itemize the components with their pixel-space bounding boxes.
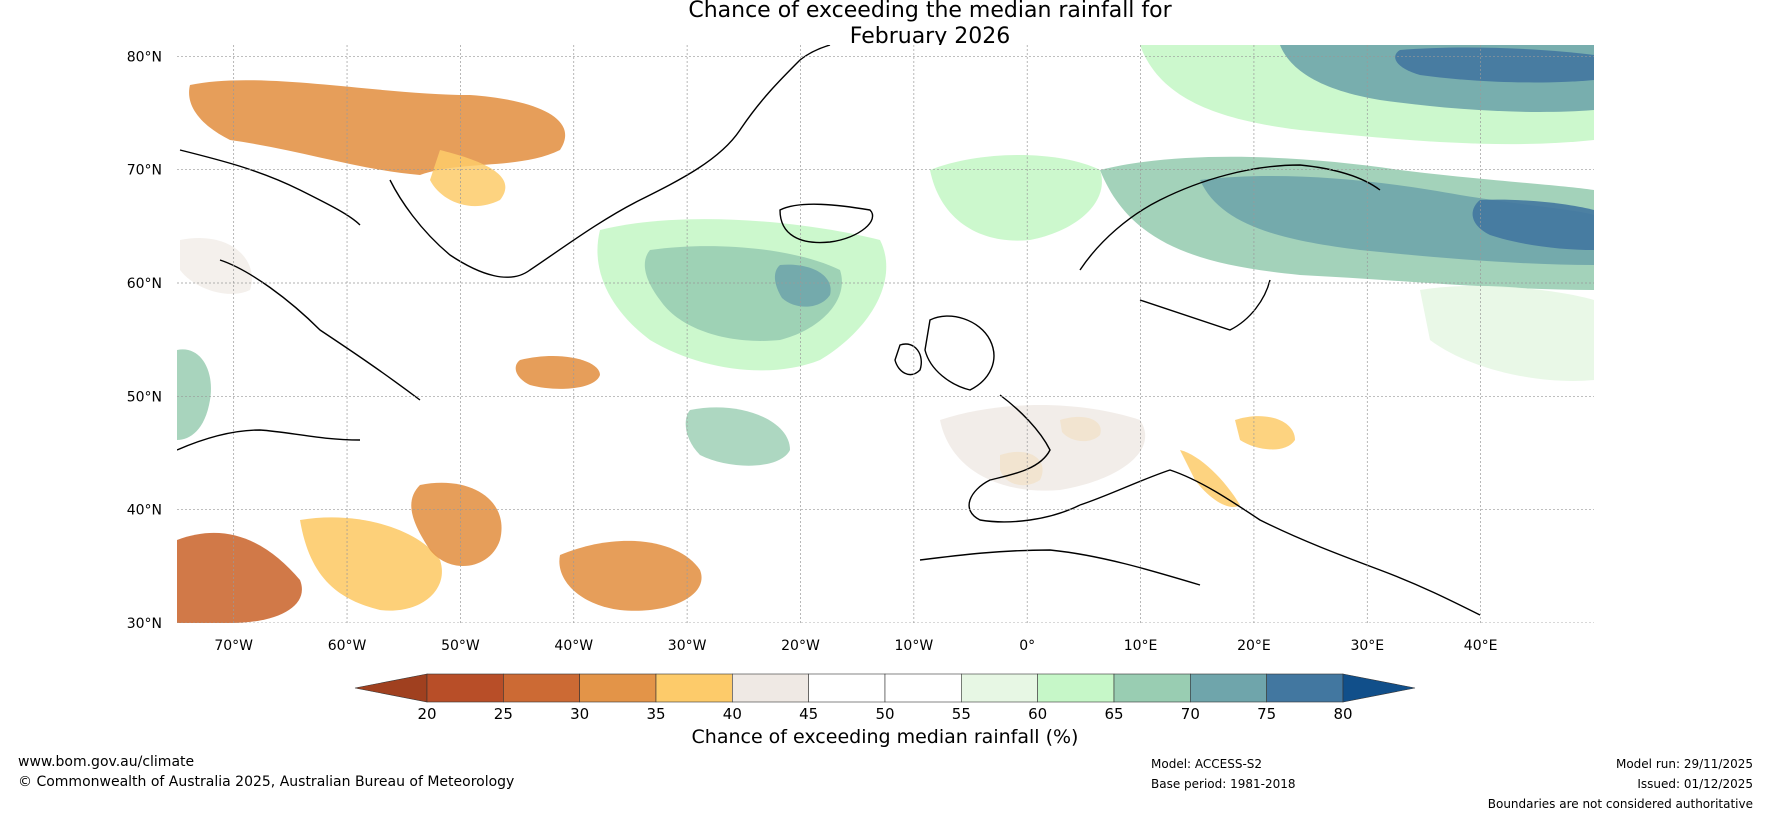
colorbar-swatch: [426, 673, 504, 703]
patch-norwegian-sea-wet: [930, 155, 1102, 241]
lon-label: 70°W: [214, 638, 253, 654]
coast-baltic: [1139, 279, 1271, 331]
title-line-2: February 2026: [849, 24, 1011, 49]
patch-mid-atlantic-dry: [515, 355, 600, 389]
coast-british-isles: [924, 315, 995, 391]
title-line-1: Chance of exceeding the median rainfall …: [688, 0, 1172, 23]
footer-website: www.bom.gov.au/climate: [18, 754, 195, 770]
colorbar-tick-label: 60: [1028, 705, 1047, 723]
patch-baffin-dry: [189, 80, 566, 175]
colorbar-swatch: [503, 673, 580, 703]
map-title: Chance of exceeding the median rainfall …: [0, 0, 1770, 50]
patch-hungary-dry: [1235, 416, 1295, 450]
lon-label: 40°W: [554, 638, 593, 654]
patch-grey-atlantic: [180, 238, 252, 294]
coast-baffin: [179, 149, 361, 226]
coast-north-africa: [919, 549, 1201, 586]
patch-east-europe-light: [1420, 285, 1594, 381]
lon-label: 60°W: [328, 638, 367, 654]
colorbar-tick-label: 45: [799, 705, 818, 723]
colorbar-swatch: [1190, 673, 1267, 703]
patch-scandinavia-core: [1472, 199, 1594, 250]
lon-label: 30°W: [668, 638, 707, 654]
colorbar-swatch: [884, 673, 962, 703]
colorbar-swatch: [961, 673, 1038, 703]
graticule: [177, 45, 1594, 623]
colorbar-tick-label: 30: [570, 705, 589, 723]
patch-north-atlantic-core: [774, 264, 831, 307]
colorbar-tick-label: 75: [1257, 705, 1276, 723]
coast-ireland: [894, 343, 922, 376]
patch-scandinavia-wetter: [1200, 175, 1594, 265]
lat-label: 50°N: [127, 389, 162, 405]
footer-issued: Issued: 01/12/2025: [1637, 777, 1753, 791]
colorbar-tick-label: 20: [417, 705, 436, 723]
coast-mediterranean: [1079, 469, 1481, 616]
patch-arctic-core: [1395, 47, 1594, 83]
patch-subtropic-central-dry: [411, 482, 502, 567]
colorbar-swatch: [1266, 673, 1344, 703]
lat-label: 40°N: [127, 503, 162, 519]
lon-label: 20°E: [1237, 638, 1271, 654]
patch-subtropic-west-yellow: [300, 517, 442, 611]
colorbar: 20 25 30 35 40 45 50 55 60 65 70 75 80: [354, 673, 1416, 723]
lon-label: 30°E: [1350, 638, 1384, 654]
coast-labrador: [219, 259, 421, 401]
colorbar-tick-label: 40: [723, 705, 742, 723]
colorbar-tick-label: 55: [952, 705, 971, 723]
lon-label: 20°W: [781, 638, 820, 654]
colorbar-tick-label: 65: [1104, 705, 1123, 723]
coast-greenland: [389, 45, 831, 278]
footer-copyright: © Commonwealth of Australia 2025, Austra…: [18, 774, 515, 790]
colorbar-tick-label: 50: [875, 705, 894, 723]
map-area: [177, 45, 1594, 623]
patch-mid-atlantic-wet: [685, 407, 790, 466]
coast-north-america: [177, 429, 361, 451]
latitude-labels: 80°N 70°N 60°N 50°N 40°N 30°N: [127, 49, 162, 632]
lon-label: 0°: [1019, 638, 1035, 654]
lon-label: 10°W: [895, 638, 934, 654]
lon-label: 50°W: [441, 638, 480, 654]
patch-balkans-dry: [1180, 450, 1240, 508]
patch-grey-south-europe: [940, 405, 1146, 491]
coastlines: [177, 45, 1481, 616]
coast-europe-west: [968, 394, 1081, 523]
colorbar-extend-high: [1342, 673, 1416, 703]
lon-label: 40°E: [1464, 638, 1498, 654]
footer-model-run: Model run: 29/11/2025: [1615, 757, 1753, 771]
probability-patches: [177, 45, 1594, 623]
colorbar-swatch: [579, 673, 657, 703]
colorbar-swatch: [808, 673, 886, 703]
colorbar-swatch: [732, 673, 809, 703]
footer-model: Model: ACCESS-S2: [1151, 757, 1263, 771]
patch-newfoundland-wet: [177, 349, 211, 440]
colorbar-tick-label: 35: [646, 705, 665, 723]
colorbar-swatch: [655, 673, 733, 703]
lat-label: 80°N: [127, 49, 162, 65]
patch-baffin-dry-edge: [430, 150, 506, 207]
footer-disclaimer: Boundaries are not considered authoritat…: [1487, 797, 1753, 811]
longitude-labels: 70°W 60°W 50°W 40°W 30°W 20°W 10°W 0° 10°E 20°E 30…: [214, 638, 1497, 654]
lat-label: 30°N: [127, 616, 162, 632]
colorbar-tick-label: 70: [1181, 705, 1200, 723]
colorbar-label: Chance of exceeding median rainfall (%): [691, 726, 1079, 748]
colorbar-extend-low: [354, 673, 428, 703]
lat-label: 70°N: [127, 163, 162, 179]
coast-norway: [1079, 164, 1381, 271]
lon-label: 10°E: [1124, 638, 1158, 654]
patch-subtropic-east-dry: [559, 540, 702, 611]
coast-iceland: [779, 203, 874, 244]
colorbar-swatch: [1113, 673, 1191, 703]
colorbar-swatch: [1037, 673, 1115, 703]
colorbar-tick-label: 25: [494, 705, 513, 723]
lat-label: 60°N: [127, 276, 162, 292]
footer-base-period: Base period: 1981-2018: [1151, 777, 1296, 791]
patch-subtropic-west-dry: [177, 532, 302, 623]
colorbar-tick-label: 80: [1333, 705, 1352, 723]
